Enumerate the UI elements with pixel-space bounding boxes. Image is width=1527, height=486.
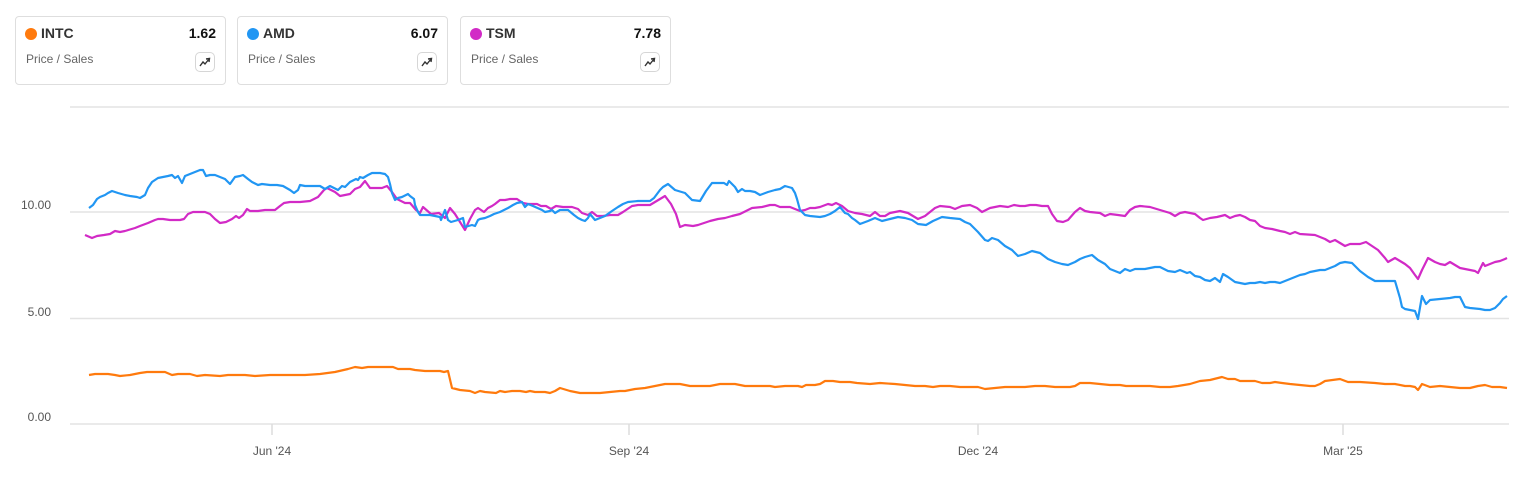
trending-up-icon — [421, 57, 433, 67]
chart-toggle-button[interactable] — [195, 52, 215, 72]
card-metric: Price / Sales — [248, 52, 316, 66]
series-amd-line — [88, 168, 1508, 321]
card-tsm: TSM 7.78 Price / Sales — [460, 16, 671, 85]
card-amd: AMD 6.07 Price / Sales — [237, 16, 448, 85]
series-intc-line — [88, 365, 1508, 395]
card-value: 1.62 — [188, 25, 216, 41]
y-tick-label: 5.00 — [27, 305, 51, 319]
card-metric: Price / Sales — [471, 52, 539, 66]
card-value: 6.07 — [410, 25, 438, 41]
chart-toggle-button[interactable] — [417, 52, 437, 72]
chart-toggle-button[interactable] — [640, 52, 660, 72]
y-tick-label: 10.00 — [20, 198, 51, 212]
x-tick-label: Jun '24 — [252, 444, 292, 458]
intc-color-dot — [25, 28, 37, 40]
card-ticker: AMD — [263, 25, 295, 41]
x-ticks — [271, 424, 1344, 435]
card-value: 7.78 — [633, 25, 661, 41]
y-tick-label: 0.00 — [27, 410, 51, 424]
tsm-color-dot — [470, 28, 482, 40]
x-tick-label: Mar '25 — [1323, 444, 1363, 458]
amd-color-dot — [247, 28, 259, 40]
x-tick-label: Sep '24 — [608, 444, 650, 458]
card-ticker: INTC — [41, 25, 74, 41]
trending-up-icon — [644, 57, 656, 67]
card-ticker: TSM — [486, 25, 516, 41]
x-tick-label: Dec '24 — [957, 444, 999, 458]
card-intc: INTC 1.62 Price / Sales — [15, 16, 226, 85]
trending-up-icon — [199, 57, 211, 67]
gridlines — [70, 106, 1509, 425]
card-metric: Price / Sales — [26, 52, 94, 66]
series-tsm-line — [84, 179, 1508, 281]
